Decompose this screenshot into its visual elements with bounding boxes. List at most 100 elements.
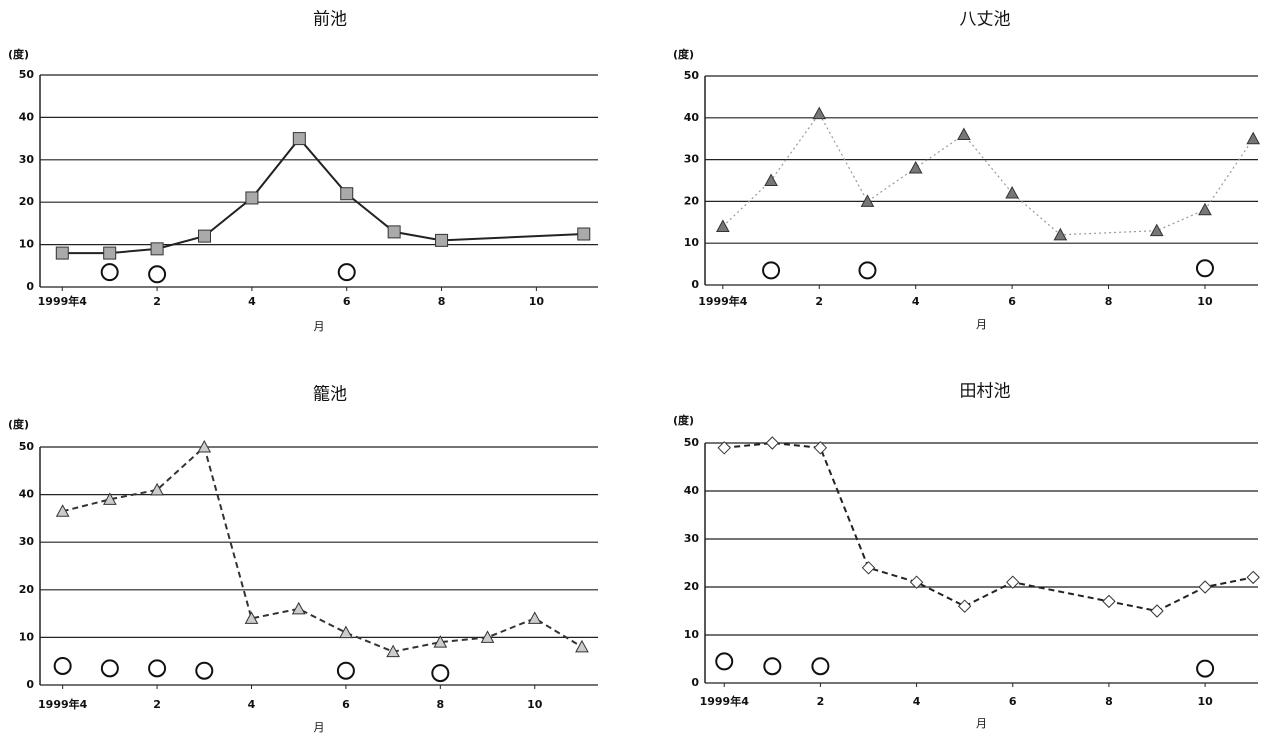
circle-marker [762,261,781,280]
data-point [150,242,164,256]
y-tick-label: 20 [19,195,35,208]
y-tick-label: 50 [19,440,35,453]
x-tick-label: 4 [912,295,920,308]
x-tick-label: 2 [153,698,161,711]
x-axis-label: 月 [314,320,325,333]
y-unit-label: (度) [673,47,694,61]
circle-marker [715,652,734,671]
data-point [1246,570,1260,585]
data-point [575,639,589,653]
data-point [1198,202,1212,216]
x-tick-label: 8 [1105,695,1113,708]
x-tick-label: 4 [248,295,256,308]
y-tick-label: 30 [684,532,700,545]
x-tick-label: 1999年4 [38,294,88,308]
y-tick-label: 20 [19,583,35,596]
data-point [1006,575,1020,589]
x-tick-label: 1999年4 [700,694,750,708]
circle-marker [858,261,877,280]
circle-marker [1196,659,1215,678]
y-tick-label: 50 [19,68,35,81]
data-point [860,194,875,207]
data-point [1005,185,1019,199]
data-point [1246,131,1261,145]
chart-title: 籠池 [313,384,347,405]
circle-marker [148,265,167,284]
data-point [433,635,448,648]
y-tick-label: 40 [684,484,700,497]
y-tick-label: 40 [19,488,35,501]
x-tick-label: 8 [1105,295,1113,308]
x-tick-label: 8 [436,698,444,711]
y-unit-label: (度) [8,47,29,61]
circle-marker [100,263,119,282]
x-tick-label: 10 [1197,295,1213,308]
x-tick-label: 4 [248,698,256,711]
circle-marker [336,661,355,680]
data-point [1198,580,1212,594]
data-point [813,441,828,455]
y-tick-label: 0 [26,280,34,293]
data-point [291,601,306,615]
chart-title: 田村池 [960,382,1011,402]
y-tick-label: 20 [684,580,700,593]
chart-title: 前池 [313,10,347,30]
y-tick-label: 0 [26,678,34,691]
data-point [957,127,971,141]
x-tick-label: 6 [343,295,351,308]
x-tick-label: 4 [913,695,921,708]
y-tick-label: 40 [684,111,700,124]
y-tick-label: 10 [19,630,35,643]
y-unit-label: (度) [8,417,29,431]
circle-marker [763,657,782,676]
data-point [435,233,449,247]
data-point [715,219,730,232]
data-point [717,441,731,455]
x-tick-label: 6 [1009,695,1017,708]
data-point [340,187,354,201]
data-point [103,246,117,260]
data-point [150,482,164,496]
data-point [292,132,306,146]
y-tick-label: 20 [684,194,700,207]
circle-marker [195,661,214,680]
data-point [765,436,780,450]
circle-marker [431,664,450,683]
x-tick-label: 2 [153,295,161,308]
y-tick-label: 50 [684,436,700,449]
data-point [957,599,972,613]
data-point [577,227,591,241]
x-axis-label: 月 [976,318,987,331]
data-point [909,575,924,589]
circle-marker [100,659,119,678]
data-point [198,229,212,243]
x-tick-label: 10 [1197,695,1213,708]
y-tick-label: 40 [19,110,35,123]
circle-marker [1195,259,1214,278]
data-point [339,625,353,639]
data-point [1102,594,1116,609]
y-tick-label: 30 [19,153,35,166]
y-tick-label: 10 [19,238,35,251]
data-point [812,106,827,120]
x-tick-label: 1999年4 [698,294,748,308]
data-point [103,492,117,505]
y-tick-label: 30 [684,153,700,166]
data-line [62,445,583,653]
data-point [197,439,212,453]
y-tick-label: 0 [691,676,699,689]
data-line [722,112,1254,236]
circle-marker [811,657,830,676]
data-point [1150,604,1164,618]
data-point [764,173,778,186]
data-point [527,611,542,624]
y-unit-label: (度) [673,413,694,427]
y-tick-label: 10 [684,628,700,641]
x-tick-label: 10 [527,698,543,711]
data-point [908,160,923,174]
y-tick-label: 30 [19,535,35,548]
circle-marker [53,656,72,675]
data-line [62,137,584,255]
x-axis-label: 月 [314,721,325,734]
x-tick-label: 1999年4 [38,697,88,711]
